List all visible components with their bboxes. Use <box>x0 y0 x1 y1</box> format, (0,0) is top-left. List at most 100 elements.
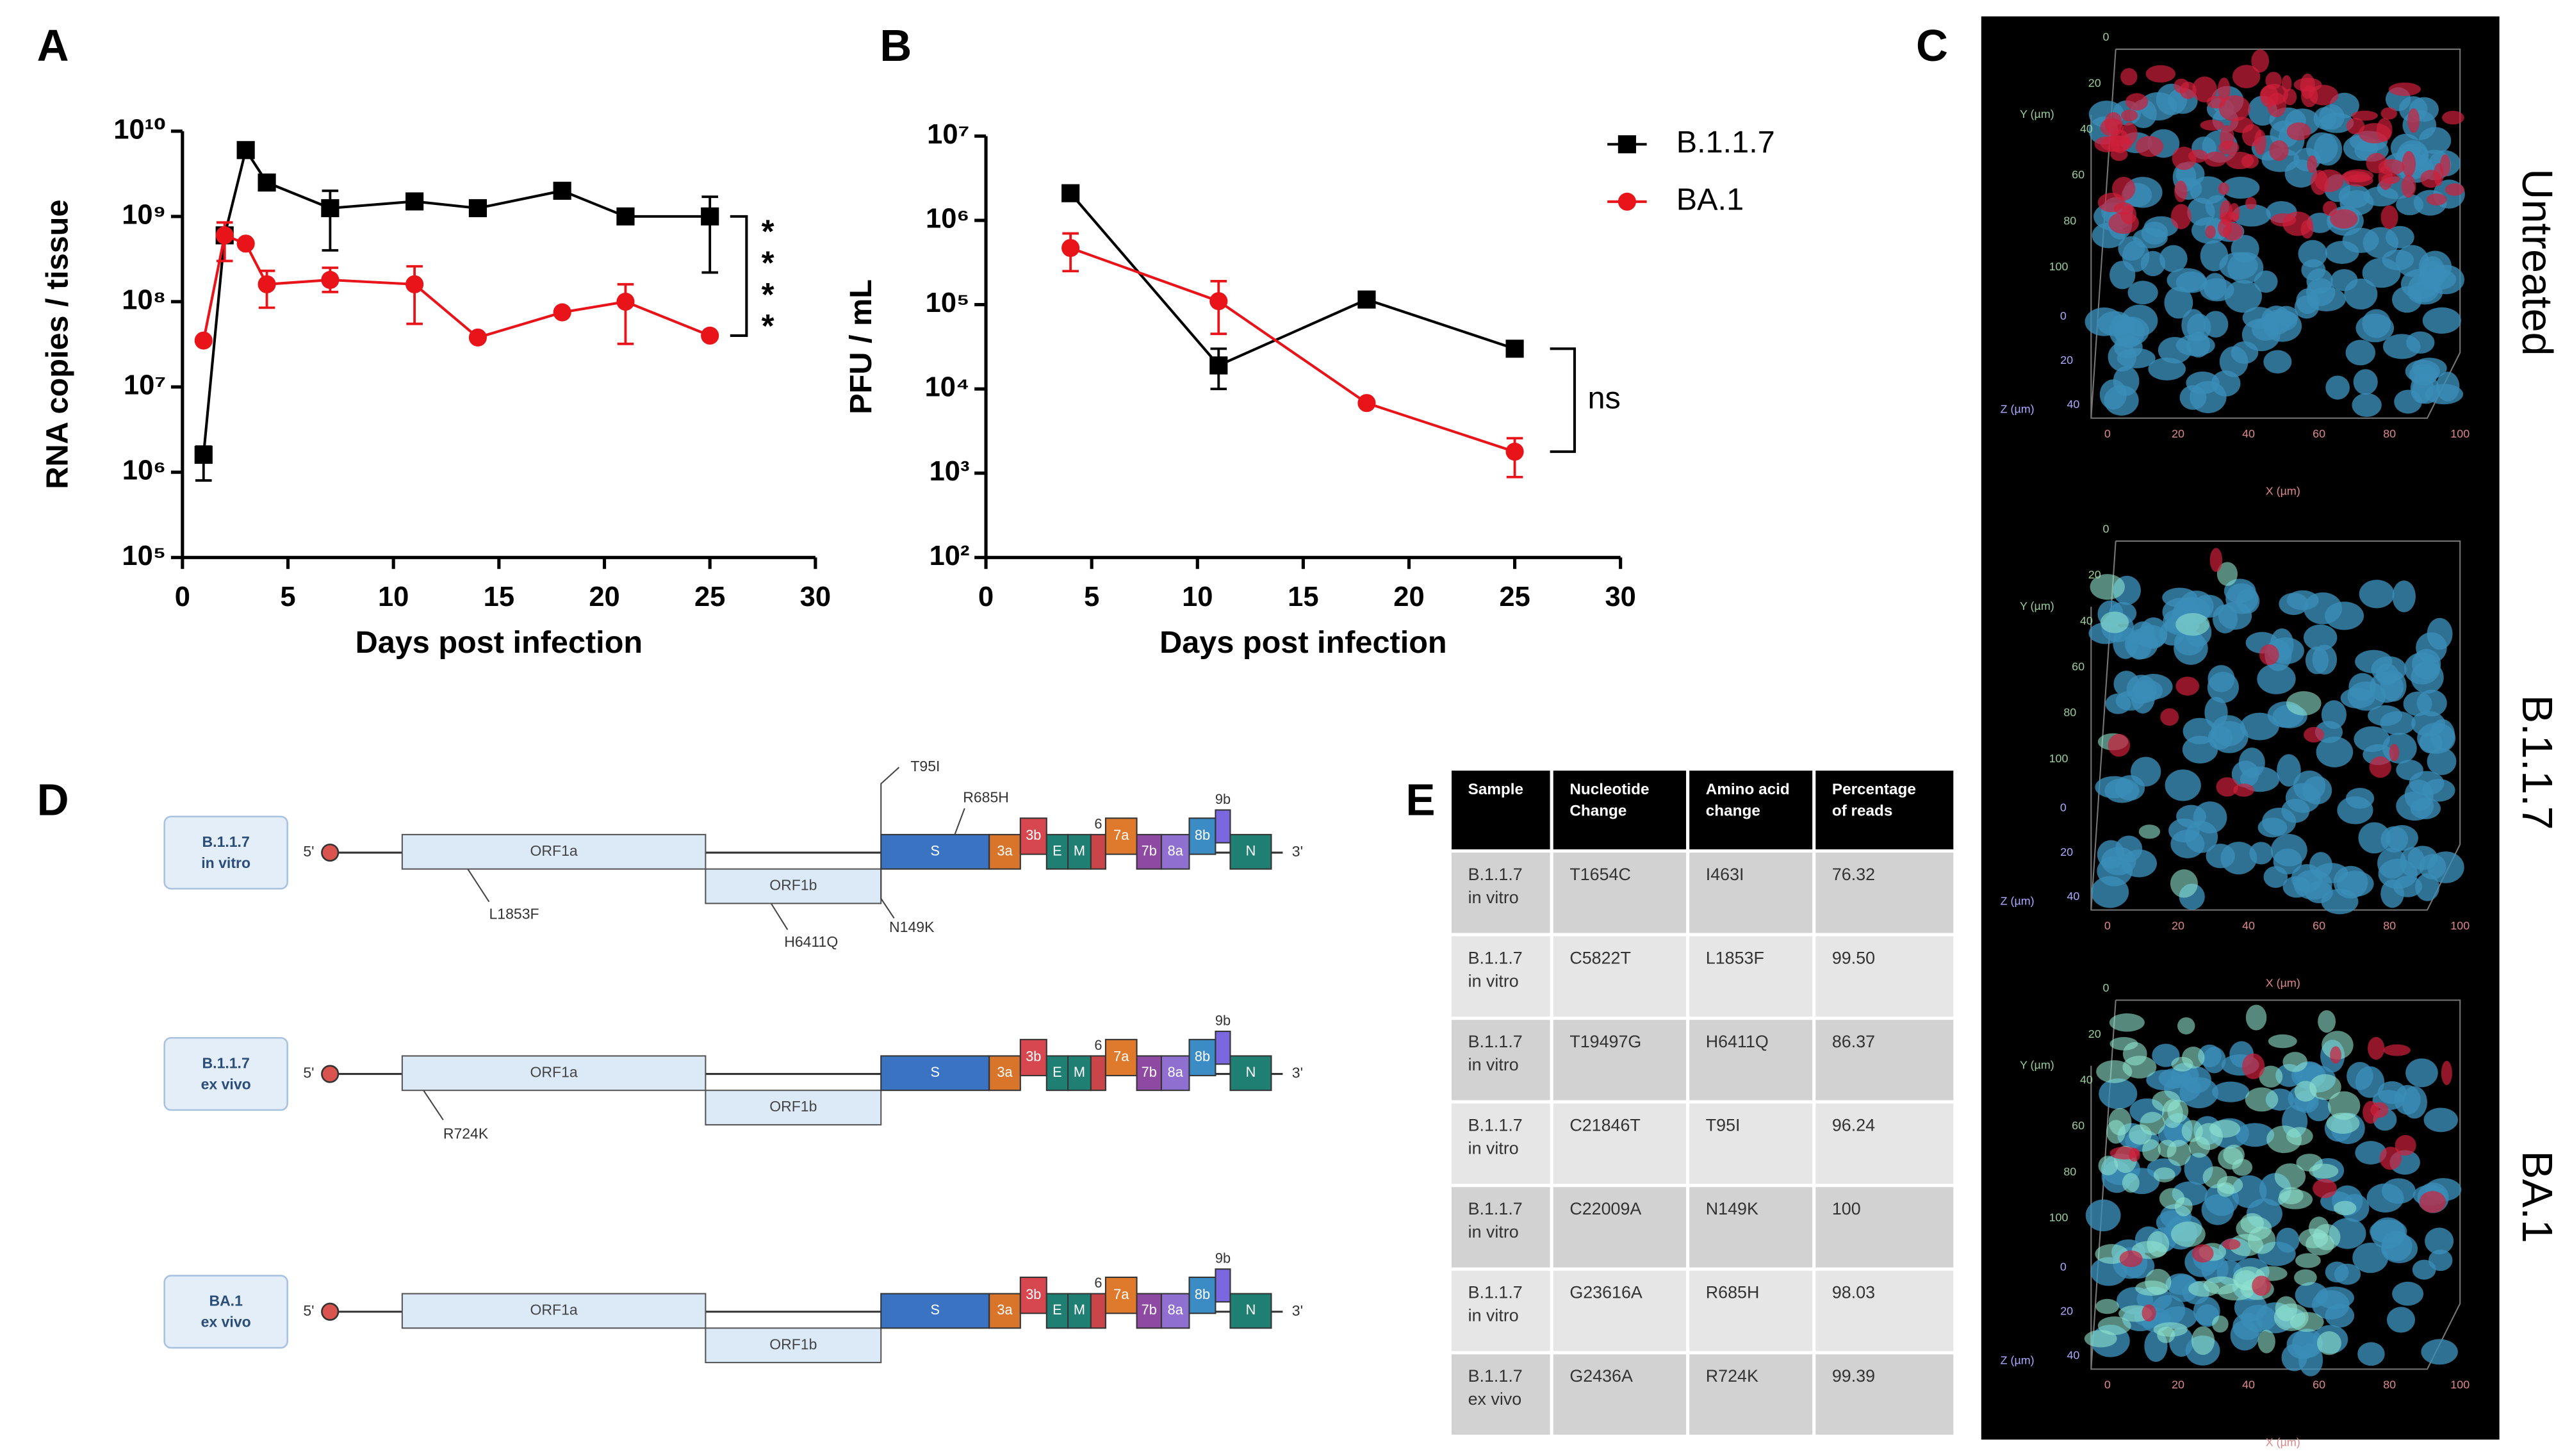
table-cell-text: C21846T <box>1569 1116 1641 1135</box>
table-cell <box>1553 1270 1687 1352</box>
gene-label: 7b <box>1142 1302 1157 1318</box>
stain-red <box>2380 107 2397 120</box>
stain-red <box>2120 68 2138 86</box>
data-point <box>468 199 487 218</box>
table-cell-text: in vitro <box>1468 971 1519 990</box>
mutation-label: N149K <box>889 919 935 935</box>
stain-green <box>2128 1124 2152 1145</box>
gene-label: 3a <box>997 1064 1013 1080</box>
stain-red <box>2358 123 2391 143</box>
image-x-tick: 40 <box>2242 919 2255 932</box>
nucleus <box>2412 357 2447 379</box>
stain-green <box>2142 1139 2161 1162</box>
y-tick-label: 10⁷ <box>124 370 166 401</box>
stain-green <box>2098 1156 2118 1175</box>
nucleus <box>2211 715 2246 747</box>
data-point <box>701 326 719 345</box>
nucleus <box>2393 876 2423 897</box>
mutation-label: R685H <box>963 789 1009 806</box>
image-x-axis: X (µm) <box>2266 977 2300 990</box>
table-cell <box>1815 936 1954 1017</box>
image-z-tick: 0 <box>2060 1260 2067 1273</box>
x-tick-label: 15 <box>484 582 514 612</box>
table-cell-text: in vitro <box>1468 888 1519 907</box>
gene-label: ORF1b <box>769 877 817 894</box>
stain-red <box>2209 548 2223 572</box>
five-prime: 5' <box>303 1065 314 1081</box>
nucleus <box>2281 1344 2307 1371</box>
nucleus <box>2412 649 2441 680</box>
table-cell <box>1452 853 1550 933</box>
gene <box>1019 1038 1047 1077</box>
image-z-axis: Z (µm) <box>2001 403 2035 416</box>
stain-green <box>2282 1052 2307 1072</box>
five-prime: 5' <box>303 843 314 860</box>
gene-label: 8b <box>1195 1049 1210 1065</box>
nucleus <box>2295 1282 2329 1308</box>
gene <box>880 833 990 870</box>
data-point <box>194 445 213 464</box>
table-cell-text: ex vivo <box>1468 1389 1522 1409</box>
legend-label: BA.1 <box>1676 183 1744 217</box>
image-y-axis: Y (µm) <box>2020 108 2054 120</box>
gene <box>1160 1055 1190 1092</box>
stain-red <box>2233 783 2254 797</box>
y-tick-label: 10³ <box>930 456 970 487</box>
mutation-leader <box>880 767 900 835</box>
series-line <box>202 233 710 341</box>
data-point <box>701 207 719 225</box>
nucleus <box>2165 769 2201 801</box>
nucleus <box>2313 133 2343 166</box>
gene <box>1188 817 1216 855</box>
data-point <box>236 141 255 160</box>
stain-green <box>2322 1031 2354 1059</box>
nucleus <box>2375 664 2399 685</box>
x-tick-label: 10 <box>378 582 409 612</box>
stain-red <box>2427 193 2447 206</box>
gene <box>1104 1038 1138 1077</box>
nucleus <box>2090 1257 2127 1286</box>
nucleus <box>2421 1339 2458 1365</box>
nucleus <box>2224 578 2256 603</box>
table-cell <box>1452 1020 1550 1100</box>
table-header-cell <box>1452 771 1550 849</box>
gene <box>705 1090 882 1125</box>
mutation-label: H6411Q <box>784 933 838 950</box>
stain-red <box>2175 676 2200 696</box>
nucleus <box>2113 335 2143 359</box>
stain-red <box>2420 170 2442 188</box>
sample-box <box>163 1275 288 1349</box>
stain-green <box>2157 1327 2175 1343</box>
x-tick-label: 5 <box>1084 582 1099 612</box>
nucleus <box>2304 624 2338 651</box>
gene <box>1067 1293 1092 1329</box>
stain-green <box>2159 1188 2185 1209</box>
gene-label: 6 <box>1094 1037 1102 1053</box>
nucleus <box>2168 818 2200 843</box>
gene-label: ORF1a <box>530 842 578 859</box>
nucleus <box>2403 691 2432 716</box>
stain-red <box>2100 135 2133 152</box>
stain-green <box>2191 1326 2215 1355</box>
data-point <box>405 192 424 211</box>
gene <box>1045 1293 1069 1329</box>
nucleus <box>2352 393 2382 417</box>
image-y-tick: 60 <box>2072 168 2085 181</box>
nucleus <box>2182 735 2218 764</box>
nucleus <box>2418 268 2457 291</box>
table-header-cell <box>1689 771 1813 849</box>
stain-red <box>2380 205 2398 229</box>
table-cell <box>1815 1187 1954 1268</box>
gene <box>1104 1276 1138 1314</box>
table-cell-text: B.1.1.7 <box>1468 1283 1523 1302</box>
stain-red <box>2368 1036 2385 1060</box>
image-x-tick: 80 <box>2383 427 2396 440</box>
stain-green <box>2153 1167 2175 1182</box>
stain-red <box>2439 154 2451 177</box>
nucleus <box>2273 848 2302 875</box>
table-cell <box>1553 1354 1687 1435</box>
table-cell <box>1553 1020 1687 1100</box>
table-cell-text: G2436A <box>1569 1366 1633 1386</box>
stain-green <box>2245 1087 2279 1112</box>
